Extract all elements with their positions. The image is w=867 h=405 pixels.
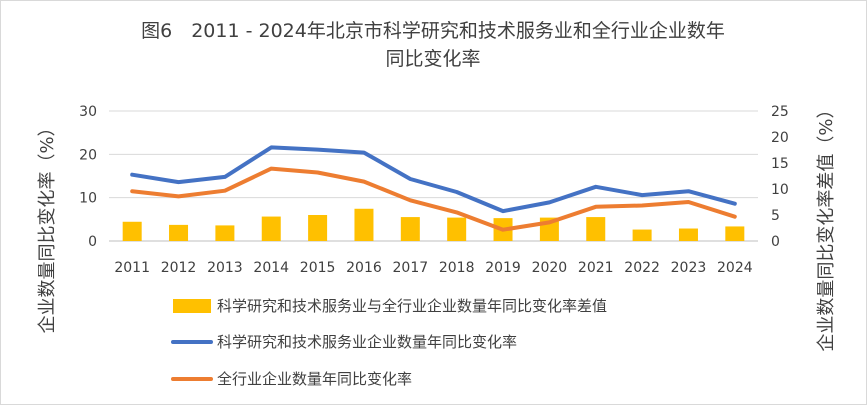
y-right-tick-label: 25 xyxy=(771,104,789,120)
legend-label: 科学研究和技术服务业企业数量年同比变化率 xyxy=(217,333,517,351)
bar xyxy=(354,208,374,241)
gridlines xyxy=(109,110,758,242)
y-left-tick-label: 20 xyxy=(79,147,97,163)
axis-titles: 企业数量同比变化率（%） 企业数量同比变化率差值（%） xyxy=(37,100,837,351)
chart-title-line: 图6 2011 - 2024年北京市科学研究和技术服务业和全行业企业数年 xyxy=(141,20,725,42)
y-left-tick-label: 30 xyxy=(79,104,97,120)
bar-series xyxy=(122,208,745,241)
bar xyxy=(308,215,328,241)
y-left-tick-label: 10 xyxy=(79,191,97,207)
bar xyxy=(632,229,652,241)
bar xyxy=(447,217,467,241)
y-right-tick-label: 10 xyxy=(771,182,789,198)
legend-swatch xyxy=(173,299,211,313)
x-tick-label: 2018 xyxy=(439,260,475,276)
line-series xyxy=(130,145,737,232)
x-tick-label: 2021 xyxy=(578,260,614,276)
chart-title: 图6 2011 - 2024年北京市科学研究和技术服务业和全行业企业数年同比变化… xyxy=(141,20,725,70)
x-tick-label: 2015 xyxy=(300,260,336,276)
y-right-tick-label: 5 xyxy=(771,208,780,224)
x-tick-label: 2014 xyxy=(253,260,289,276)
y-right-tick-label: 15 xyxy=(771,156,789,172)
x-tick-label: 2022 xyxy=(624,260,660,276)
legend: 科学研究和技术服务业与全行业企业数量年同比变化率差值科学研究和技术服务业企业数量… xyxy=(171,297,607,388)
bar xyxy=(678,228,698,241)
x-tick-label: 2012 xyxy=(161,260,197,276)
y-left-tick-label: 0 xyxy=(88,234,97,250)
series-line xyxy=(130,166,737,232)
legend-label: 科学研究和技术服务业与全行业企业数量年同比变化率差值 xyxy=(217,297,607,315)
y-left-axis-title: 企业数量同比变化率（%） xyxy=(37,118,58,333)
y-right-axis-title: 企业数量同比变化率差值（%） xyxy=(816,100,837,351)
y-right-tick-label: 20 xyxy=(771,130,789,146)
axis-ticks: 0 10 20 30 0 5 10 15 20 25 2011 2012 2013 2014 2015 201… xyxy=(79,104,789,276)
x-tick-label: 2019 xyxy=(485,260,521,276)
x-tick-label: 2013 xyxy=(207,260,243,276)
x-tick-label: 2011 xyxy=(114,260,150,276)
x-tick-label: 2017 xyxy=(393,260,429,276)
x-tick-label: 2016 xyxy=(346,260,382,276)
x-tick-label: 2020 xyxy=(532,260,568,276)
bar xyxy=(261,216,281,241)
bar xyxy=(169,224,189,241)
legend-label: 全行业企业数量年同比变化率 xyxy=(217,370,412,388)
x-tick-label: 2024 xyxy=(717,260,753,276)
bar xyxy=(400,217,420,241)
chart-title-line: 同比变化率 xyxy=(385,48,480,70)
bar xyxy=(586,217,606,241)
series-line xyxy=(130,145,737,214)
bar xyxy=(215,225,235,241)
x-tick-label: 2023 xyxy=(671,260,707,276)
bar xyxy=(122,221,142,241)
y-right-tick-label: 0 xyxy=(771,234,780,250)
bar xyxy=(725,226,745,241)
